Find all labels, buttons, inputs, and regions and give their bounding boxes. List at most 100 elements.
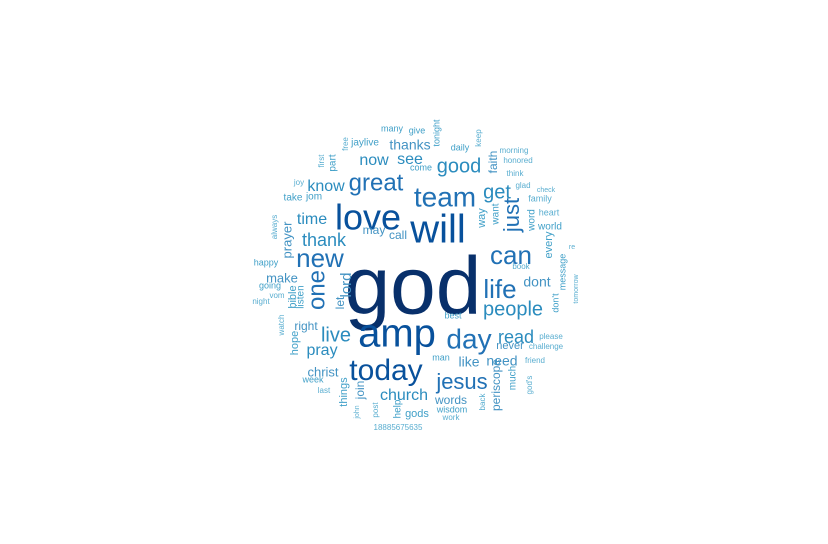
cloud-word: part: [328, 154, 339, 171]
cloud-word: morning: [500, 146, 529, 155]
cloud-word: daily: [451, 142, 470, 152]
cloud-word: god's: [525, 376, 534, 395]
cloud-word: first: [317, 154, 326, 168]
cloud-word: may: [363, 223, 386, 237]
cloud-word: faith: [486, 151, 500, 174]
cloud-word: one: [303, 270, 330, 310]
cloud-word: every: [543, 231, 555, 258]
cloud-word: get: [483, 181, 511, 203]
cloud-word: jom: [305, 192, 322, 203]
cloud-word: new: [296, 243, 344, 273]
cloud-word: dont: [523, 274, 550, 290]
cloud-word: bible: [287, 285, 299, 308]
cloud-word: honored: [503, 156, 532, 165]
cloud-word: re: [569, 244, 575, 251]
cloud-word: heart: [539, 207, 560, 217]
cloud-word: way: [476, 208, 488, 229]
cloud-word: read: [498, 327, 534, 347]
cloud-word: take: [284, 193, 303, 204]
cloud-word: back: [478, 393, 487, 411]
cloud-word: prayer: [279, 221, 294, 259]
cloud-word: people: [483, 298, 543, 320]
cloud-word: jaylive: [350, 138, 379, 149]
cloud-word: always: [270, 215, 279, 239]
cloud-word: check: [537, 187, 556, 194]
cloud-word: like: [458, 354, 479, 370]
cloud-word: give: [409, 125, 426, 135]
cloud-word: glad: [515, 181, 530, 190]
cloud-word: life: [483, 274, 516, 304]
cloud-word: today: [349, 354, 422, 387]
cloud-word: please: [539, 332, 563, 341]
cloud-word: love: [335, 197, 401, 238]
cloud-word: know: [307, 178, 345, 195]
cloud-word: vom: [269, 291, 284, 300]
cloud-word: last: [318, 386, 331, 395]
cloud-word: watch: [277, 315, 286, 337]
cloud-word: christ: [307, 364, 338, 379]
cloud-word: great: [349, 169, 404, 196]
cloud-word: can: [490, 240, 532, 270]
cloud-word: listen: [296, 285, 307, 308]
cloud-word: family: [528, 193, 552, 203]
cloud-word: night: [252, 297, 270, 306]
cloud-word: make: [266, 270, 298, 285]
cloud-word: never: [496, 340, 524, 352]
cloud-word: things: [338, 377, 350, 407]
cloud-word: challenge: [529, 342, 564, 351]
cloud-word: john: [354, 405, 361, 419]
cloud-word: best: [444, 310, 462, 320]
cloud-word: word: [527, 209, 538, 232]
cloud-word: church: [380, 387, 428, 404]
cloud-word: friend: [525, 356, 545, 365]
cloud-word: now: [359, 152, 389, 169]
cloud-word: need: [486, 353, 517, 369]
cloud-word: tomorrow: [573, 273, 580, 303]
cloud-word: message: [557, 254, 567, 291]
cloud-word: let: [333, 296, 347, 309]
cloud-word: god: [345, 241, 482, 332]
cloud-word: good: [437, 155, 482, 177]
cloud-word: call: [389, 228, 407, 242]
cloud-word: come: [410, 162, 432, 172]
cloud-word: 18885675635: [374, 423, 423, 432]
cloud-word: pray: [306, 342, 337, 359]
cloud-word: jesus: [435, 369, 487, 394]
cloud-word: post: [371, 402, 380, 418]
cloud-word: just: [499, 198, 524, 233]
cloud-word: help: [393, 399, 404, 418]
cloud-word: free: [341, 137, 350, 151]
cloud-word: keep: [474, 129, 483, 147]
cloud-word: many: [381, 123, 404, 133]
cloud-word: world: [537, 222, 562, 233]
cloud-word: time: [297, 211, 327, 228]
cloud-word: words: [434, 393, 467, 407]
cloud-word: gods: [405, 408, 429, 420]
cloud-word: want: [491, 203, 502, 225]
cloud-word: book: [512, 262, 530, 271]
cloud-word: thanks: [389, 137, 430, 153]
cloud-word: join: [353, 381, 367, 401]
cloud-word: man: [432, 352, 450, 362]
cloud-word: going: [259, 280, 281, 290]
cloud-word: don't: [550, 293, 560, 313]
cloud-word: team: [414, 181, 476, 212]
cloud-word: amp: [358, 312, 436, 356]
cloud-word: see: [397, 151, 423, 168]
cloud-word: thank: [302, 230, 347, 250]
cloud-word: week: [301, 374, 324, 384]
cloud-word: periscope: [489, 359, 503, 411]
cloud-word: hope: [289, 331, 301, 355]
cloud-word: wisdom: [436, 404, 468, 414]
cloud-word: right: [294, 319, 318, 333]
cloud-word: much: [508, 366, 519, 390]
cloud-word: think: [507, 169, 525, 178]
cloud-word: work: [442, 413, 461, 422]
cloud-word: live: [321, 324, 351, 346]
cloud-word: lord: [338, 272, 355, 297]
cloud-word: tonight: [431, 119, 441, 147]
cloud-word: will: [409, 208, 466, 252]
cloud-word: joy: [293, 178, 304, 187]
cloud-word: day: [446, 323, 491, 354]
